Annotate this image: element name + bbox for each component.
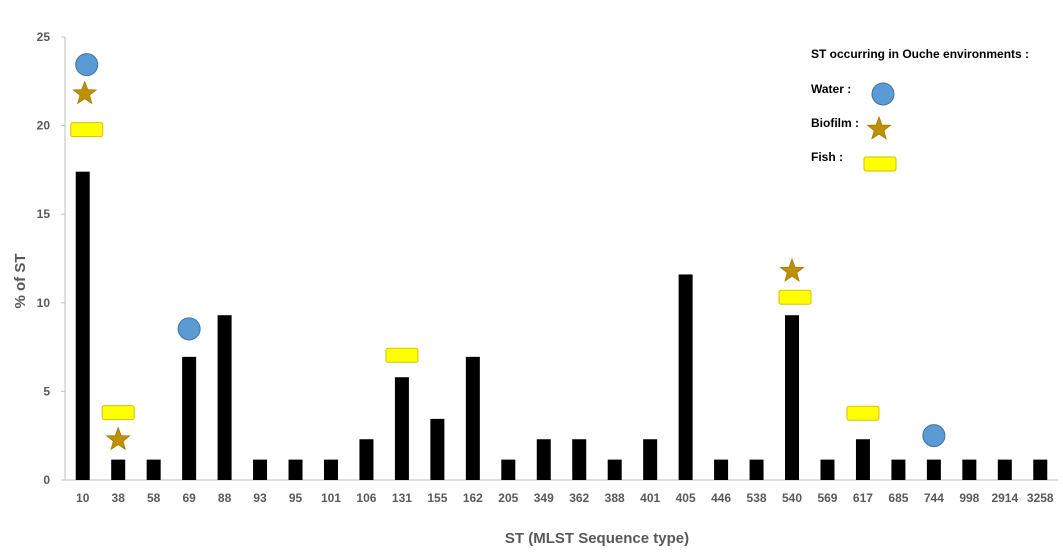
bar-95 xyxy=(288,459,303,480)
x-tick-label: 205 xyxy=(498,491,518,505)
x-tick-label: 38 xyxy=(112,491,126,505)
water-marker-10 xyxy=(75,53,99,77)
x-tick-label: 446 xyxy=(711,491,731,505)
x-tick-label: 362 xyxy=(569,491,589,505)
x-tick-label: 569 xyxy=(817,491,837,505)
bar-685 xyxy=(891,459,906,480)
x-tick-label: 3258 xyxy=(1027,491,1054,505)
bar-88 xyxy=(217,315,232,480)
x-axis-label: ST (MLST Sequence type) xyxy=(505,530,689,547)
bar-998 xyxy=(962,459,977,480)
x-tick-label: 95 xyxy=(289,491,303,505)
fish-marker-131 xyxy=(385,347,419,363)
y-tick-label: 25 xyxy=(37,30,51,44)
bar-569 xyxy=(820,459,835,480)
x-tick-label: 401 xyxy=(640,491,660,505)
x-tick-label: 349 xyxy=(534,491,554,505)
bar-10 xyxy=(75,171,90,480)
bar-106 xyxy=(359,439,374,480)
legend-biofilm-icon xyxy=(866,115,892,140)
x-tick-label: 617 xyxy=(853,491,873,505)
legend-water-icon xyxy=(871,82,895,106)
bar-131 xyxy=(394,377,409,480)
bar-58 xyxy=(146,459,161,480)
bar-388 xyxy=(607,459,622,480)
bar-3258 xyxy=(1033,459,1048,480)
x-tick-label: 106 xyxy=(356,491,376,505)
water-marker-69 xyxy=(177,317,201,341)
y-tick-label: 10 xyxy=(37,296,51,310)
biofilm-marker-10 xyxy=(72,80,98,105)
y-tick-label: 20 xyxy=(37,119,51,133)
bar-155 xyxy=(430,418,445,480)
bar-540 xyxy=(785,315,800,480)
x-tick-label: 744 xyxy=(924,491,944,505)
y-tick-label: 15 xyxy=(37,207,51,221)
bar-538 xyxy=(749,459,764,480)
fish-marker-617 xyxy=(846,405,880,421)
bar-401 xyxy=(643,439,658,480)
y-tick-label: 0 xyxy=(43,473,50,487)
legend-title: ST occurring in Ouche environments : xyxy=(811,47,1029,61)
x-tick-label: 10 xyxy=(76,491,90,505)
environment-markers xyxy=(70,53,946,451)
bar-205 xyxy=(501,459,516,480)
legend: ST occurring in Ouche environments : Wat… xyxy=(811,47,1029,172)
bar-349 xyxy=(536,439,551,480)
legend-fish-icon xyxy=(863,156,897,172)
bar-2914 xyxy=(997,459,1012,480)
x-tick-label: 540 xyxy=(782,491,802,505)
bars xyxy=(75,171,1048,480)
bar-617 xyxy=(855,439,870,480)
bar-405 xyxy=(678,274,693,480)
bar-93 xyxy=(253,459,268,480)
x-tick-label: 69 xyxy=(182,491,196,505)
x-tick-label: 388 xyxy=(605,491,625,505)
bar-69 xyxy=(182,356,197,480)
bar-162 xyxy=(465,356,480,480)
fish-marker-38 xyxy=(101,405,135,421)
legend-label-fish: Fish : xyxy=(811,150,843,164)
x-tick-label: 155 xyxy=(427,491,447,505)
biofilm-marker-540 xyxy=(779,258,805,282)
x-tick-label: 685 xyxy=(888,491,908,505)
x-tick-label: 58 xyxy=(147,491,161,505)
y-axis-label: % of ST xyxy=(12,254,29,309)
fish-marker-10 xyxy=(70,122,104,138)
x-tick-label: 998 xyxy=(959,491,979,505)
bar-38 xyxy=(111,459,126,480)
legend-label-water: Water : xyxy=(811,82,851,96)
x-tick-label: 131 xyxy=(392,491,412,505)
x-tick-label: 88 xyxy=(218,491,232,505)
x-tick-label: 2914 xyxy=(991,491,1018,505)
x-tick-label: 93 xyxy=(253,491,267,505)
x-tick-label: 162 xyxy=(463,491,483,505)
fish-marker-540 xyxy=(778,289,812,305)
x-tick-label: 538 xyxy=(747,491,767,505)
biofilm-marker-38 xyxy=(105,426,131,451)
x-tick-label: 101 xyxy=(321,491,341,505)
legend-label-biofilm: Biofilm : xyxy=(811,116,859,130)
bar-101 xyxy=(323,459,338,480)
water-marker-744 xyxy=(922,424,946,448)
bar-362 xyxy=(572,439,587,480)
y-tick-label: 5 xyxy=(43,384,50,398)
bar-446 xyxy=(714,459,729,480)
axes: 0 5 10 15 20 25 10 38 58 69 88 93 95 101 106 131 155 162 2… xyxy=(37,30,1058,505)
bar-744 xyxy=(926,459,941,480)
x-tick-label: 405 xyxy=(676,491,696,505)
